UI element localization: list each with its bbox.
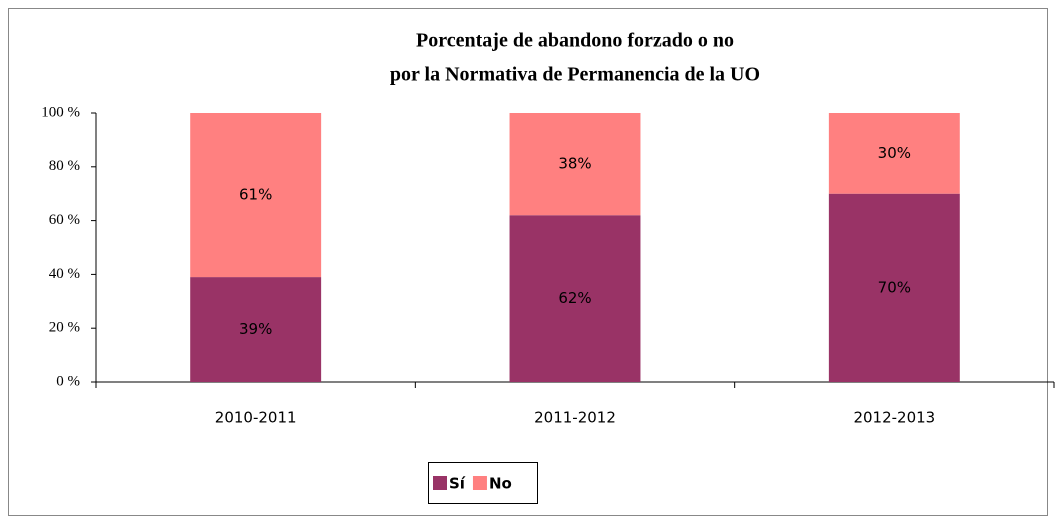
y-tick-label: 60 % (49, 212, 80, 228)
bar-segment (190, 113, 322, 278)
bar-segment (828, 193, 960, 382)
data-label: 62% (558, 289, 591, 307)
data-label: 61% (239, 186, 272, 204)
legend-label: Sí (449, 475, 466, 493)
bar-segment (509, 215, 641, 382)
legend-swatch (433, 476, 447, 490)
y-tick-label: 20 % (49, 320, 80, 336)
legend-swatch (472, 476, 487, 490)
x-tick-label: 2012-2013 (853, 409, 935, 427)
bar-segment (828, 113, 960, 194)
bar-segment (509, 113, 641, 216)
data-label: 38% (558, 155, 591, 173)
legend-label: No (489, 475, 512, 493)
data-label: 70% (878, 278, 911, 296)
chart-title: Porcentaje de abandono forzado o no (416, 30, 734, 52)
y-tick-label: 0 % (56, 373, 80, 389)
bar-segment (190, 277, 322, 382)
data-label: 39% (239, 320, 272, 338)
y-tick-label: 100 % (41, 104, 80, 120)
data-label: 30% (878, 144, 911, 162)
y-tick-label: 80 % (49, 158, 80, 174)
x-tick-label: 2011-2012 (534, 409, 616, 427)
y-tick-label: 40 % (49, 266, 80, 282)
x-tick-label: 2010-2011 (215, 409, 297, 427)
chart-title: por la Normativa de Permanencia de la UO (390, 64, 760, 86)
